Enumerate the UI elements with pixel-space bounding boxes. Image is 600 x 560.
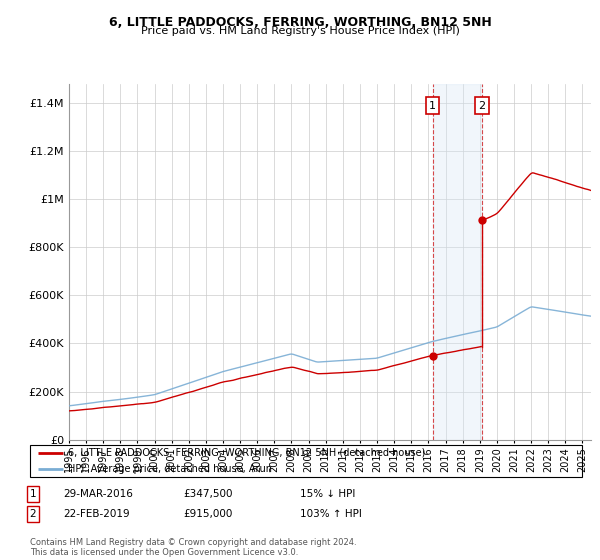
Text: 1: 1 [429, 101, 436, 111]
Text: 2: 2 [478, 101, 485, 111]
Text: 29-MAR-2016: 29-MAR-2016 [63, 489, 133, 499]
Text: 22-FEB-2019: 22-FEB-2019 [63, 509, 130, 519]
Text: 1: 1 [29, 489, 37, 499]
Text: 6, LITTLE PADDOCKS, FERRING, WORTHING, BN12 5NH (detached house): 6, LITTLE PADDOCKS, FERRING, WORTHING, B… [68, 448, 425, 458]
Text: 2: 2 [29, 509, 37, 519]
Bar [433, 84, 482, 440]
Text: £915,000: £915,000 [183, 509, 232, 519]
Text: 6, LITTLE PADDOCKS, FERRING, WORTHING, BN12 5NH: 6, LITTLE PADDOCKS, FERRING, WORTHING, B… [109, 16, 491, 29]
Text: 103% ↑ HPI: 103% ↑ HPI [300, 509, 362, 519]
Text: Price paid vs. HM Land Registry's House Price Index (HPI): Price paid vs. HM Land Registry's House … [140, 26, 460, 36]
Text: £347,500: £347,500 [183, 489, 233, 499]
Text: HPI: Average price, detached house, Arun: HPI: Average price, detached house, Arun [68, 464, 272, 474]
Text: Contains HM Land Registry data © Crown copyright and database right 2024.
This d: Contains HM Land Registry data © Crown c… [30, 538, 356, 557]
Text: 15% ↓ HPI: 15% ↓ HPI [300, 489, 355, 499]
